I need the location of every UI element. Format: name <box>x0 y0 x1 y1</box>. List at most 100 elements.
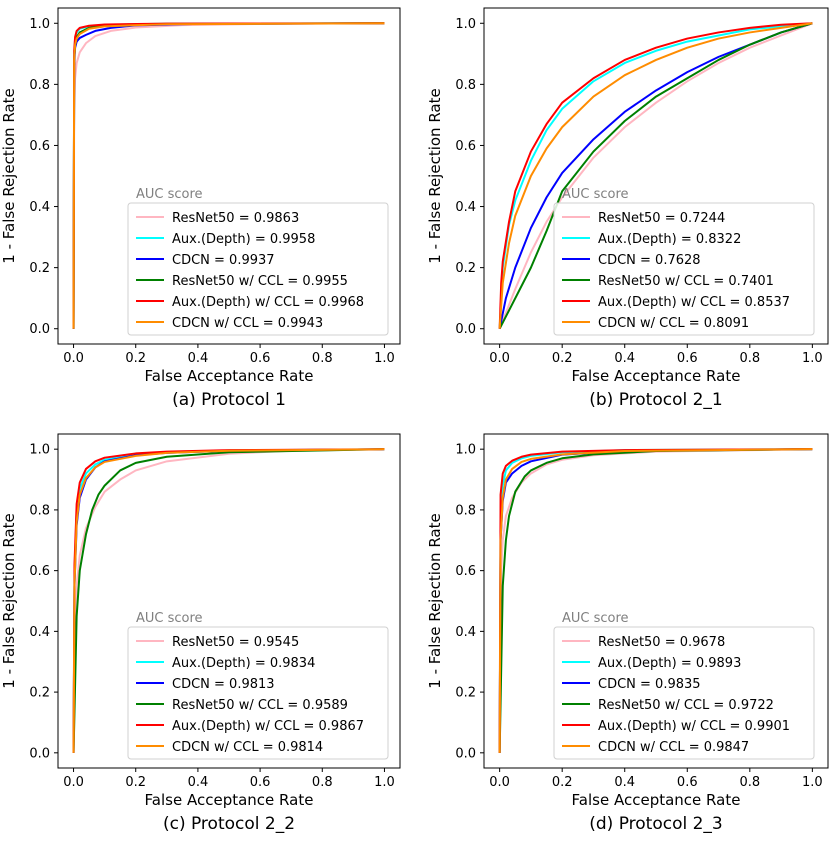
legend-entry: Aux.(Depth) w/ CCL = 0.9867 <box>172 719 364 734</box>
panel-p23: 0.0 0.2 0.4 0.6 0.8 1.0 0.0 0.2 0.4 0.6 0.8 1.0 Fals… <box>426 433 829 834</box>
legend-entry: Aux.(Depth) = 0.9958 <box>172 232 315 247</box>
panel-caption: (a) Protocol 1 <box>172 390 286 410</box>
legend-entry: CDCN w/ CCL = 0.9847 <box>598 740 749 755</box>
legend-entry: ResNet50 w/ CCL = 0.9589 <box>172 698 348 713</box>
y-tick-label: 1.0 <box>455 17 476 32</box>
legend-title: AUC score <box>136 611 203 626</box>
y-axis-label: 1 - False Rejection Rate <box>426 88 444 263</box>
x-tick-label: 0.6 <box>677 775 698 790</box>
x-tick-label: 1.0 <box>802 351 823 366</box>
x-tick-label: 0.0 <box>489 775 510 790</box>
x-axis-label: False Acceptance Rate <box>145 791 314 809</box>
legend-entry: CDCN = 0.9813 <box>172 677 275 692</box>
roc-curve-resnet50-w-ccl <box>498 448 813 753</box>
y-tick-label: 0.8 <box>29 78 50 93</box>
legend: AUC score ResNet50 = 0.9545 Aux.(Depth) = … <box>127 611 389 760</box>
legend-title: AUC score <box>562 187 629 202</box>
legend: AUC score ResNet50 = 0.7244 Aux.(Depth) = … <box>553 187 815 336</box>
y-tick-label: 0.2 <box>29 686 50 701</box>
x-tick-label: 0.2 <box>552 351 573 366</box>
y-tick-label: 0.4 <box>29 200 50 215</box>
x-tick-label: 0.8 <box>312 775 333 790</box>
x-axis-label: False Acceptance Rate <box>572 791 741 809</box>
legend: AUC score ResNet50 = 0.9678 Aux.(Depth) = … <box>553 611 815 760</box>
panel-p21: 0.0 0.2 0.4 0.6 0.8 1.0 0.0 0.2 0.4 0.6 0.8 1.0 Fals… <box>426 7 829 410</box>
roc-curve-cdcn-w-ccl <box>72 448 385 753</box>
y-tick-label: 0.0 <box>29 746 50 761</box>
roc-curve-resnet50-w-ccl <box>498 22 813 330</box>
curves <box>498 448 813 753</box>
x-tick-label: 0.0 <box>63 775 84 790</box>
roc-curve-cdcn-w-ccl <box>72 22 385 329</box>
x-tick-label: 0.4 <box>614 775 635 790</box>
curves <box>498 22 813 330</box>
legend-entry: Aux.(Depth) w/ CCL = 0.8537 <box>598 295 790 310</box>
x-tick-label: 0.2 <box>125 351 146 366</box>
legend-box <box>127 202 389 336</box>
x-axis-label: False Acceptance Rate <box>572 367 741 385</box>
roc-curve-resnet50 <box>72 448 385 753</box>
x-tick-label: 0.8 <box>739 351 760 366</box>
y-tick-label: 0.6 <box>29 564 50 579</box>
legend-entry: ResNet50 w/ CCL = 0.9722 <box>598 698 774 713</box>
x-tick-label: 0.4 <box>614 351 635 366</box>
axes-frame <box>483 433 829 769</box>
y-tick-label: 0.4 <box>455 625 476 640</box>
x-tick-label: 0.2 <box>552 775 573 790</box>
y-axis-label: 1 - False Rejection Rate <box>426 513 444 688</box>
x-tick-label: 0.2 <box>125 775 146 790</box>
x-tick-label: 0.0 <box>63 351 84 366</box>
legend-entry: ResNet50 = 0.7244 <box>598 211 725 226</box>
y-tick-label: 1.0 <box>455 443 476 458</box>
legend-entry: Aux.(Depth) = 0.9893 <box>598 656 741 671</box>
axes-frame <box>57 7 401 345</box>
y-tick-label: 0.4 <box>29 625 50 640</box>
legend-entry: ResNet50 w/ CCL = 0.9955 <box>172 274 348 289</box>
y-tick-label: 0.6 <box>455 564 476 579</box>
x-tick-label: 0.6 <box>250 351 271 366</box>
legend-entry: Aux.(Depth) = 0.8322 <box>598 232 741 247</box>
x-axis-label: False Acceptance Rate <box>145 367 314 385</box>
y-tick-label: 1.0 <box>29 17 50 32</box>
roc-curve-cdcn-w-ccl <box>498 22 813 329</box>
legend-entry: ResNet50 = 0.9545 <box>172 635 299 650</box>
y-tick-label: 0.2 <box>455 261 476 276</box>
panel-caption: (b) Protocol 2_1 <box>589 390 723 410</box>
legend-entry: Aux.(Depth) w/ CCL = 0.9901 <box>598 719 790 734</box>
roc-curve-aux-depth- <box>498 22 813 329</box>
y-tick-label: 0.0 <box>29 322 50 337</box>
x-tick-label: 1.0 <box>374 351 395 366</box>
legend-entry: ResNet50 = 0.9678 <box>598 635 725 650</box>
x-tick-label: 0.4 <box>188 775 209 790</box>
roc-curve-aux-depth-w-ccl <box>498 22 813 329</box>
legend-box <box>553 626 815 760</box>
x-tick-label: 1.0 <box>802 775 823 790</box>
curves <box>72 448 385 753</box>
x-tick-label: 1.0 <box>374 775 395 790</box>
y-tick-label: 0.8 <box>455 78 476 93</box>
roc-curve-cdcn-w-ccl <box>498 448 813 753</box>
y-tick-label: 0.0 <box>455 322 476 337</box>
x-tick-label: 0.6 <box>250 775 271 790</box>
roc-curve-aux-depth-w-ccl <box>498 448 813 753</box>
y-tick-label: 0.8 <box>29 503 50 518</box>
roc-curve-resnet50 <box>498 22 813 330</box>
panel-p1: 0.0 0.2 0.4 0.6 0.8 1.0 0.0 0.2 0.4 0.6 0.8 1.0 Fals… <box>0 7 401 410</box>
curves <box>72 22 385 329</box>
axes-frame <box>57 433 401 769</box>
legend-entry: CDCN w/ CCL = 0.9814 <box>172 740 323 755</box>
legend-entry: CDCN = 0.7628 <box>598 253 701 268</box>
legend-box <box>553 202 815 336</box>
y-tick-label: 0.2 <box>455 686 476 701</box>
legend-entry: CDCN w/ CCL = 0.9943 <box>172 316 323 331</box>
panel-p22: 0.0 0.2 0.4 0.6 0.8 1.0 0.0 0.2 0.4 0.6 0.8 1.0 Fals… <box>0 433 401 834</box>
legend-entry: ResNet50 w/ CCL = 0.7401 <box>598 274 774 289</box>
panel-caption: (c) Protocol 2_2 <box>163 814 295 834</box>
legend-entry: Aux.(Depth) = 0.9834 <box>172 656 315 671</box>
x-tick-label: 0.4 <box>188 351 209 366</box>
legend-entry: CDCN w/ CCL = 0.8091 <box>598 316 749 331</box>
legend-entry: CDCN = 0.9937 <box>172 253 275 268</box>
legend-entry: Aux.(Depth) w/ CCL = 0.9968 <box>172 295 364 310</box>
y-tick-label: 0.6 <box>455 139 476 154</box>
